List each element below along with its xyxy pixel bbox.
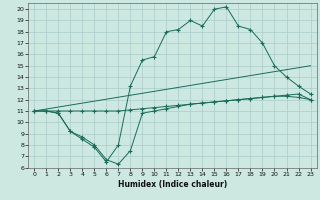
X-axis label: Humidex (Indice chaleur): Humidex (Indice chaleur) (118, 180, 227, 189)
